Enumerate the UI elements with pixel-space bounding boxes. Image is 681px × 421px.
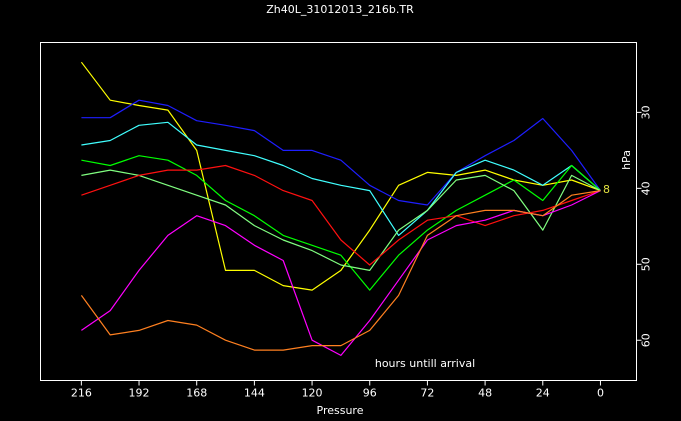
series-line — [81, 155, 601, 291]
series-line — [81, 190, 601, 356]
y-tick-label: 50 — [640, 257, 653, 271]
x-tick-label: 96 — [363, 387, 377, 400]
x-tick-label: 216 — [71, 387, 92, 400]
series-line — [80, 190, 601, 351]
x-tick-label: 192 — [129, 387, 150, 400]
series-line — [81, 164, 601, 266]
x-tick-label: 144 — [244, 387, 265, 400]
annotation: hours untill arrival — [375, 357, 475, 370]
plot-frame — [40, 42, 637, 381]
x-tick-label: 48 — [478, 387, 492, 400]
y-tick-label: 60 — [640, 333, 653, 347]
x-tick-label: 0 — [597, 387, 604, 400]
y-tick-label: 40 — [640, 181, 653, 195]
x-tick-label: 72 — [420, 387, 434, 400]
chart-title: Zh40L_31012013_216b.TR — [266, 3, 414, 16]
series-line — [81, 169, 601, 271]
x-tick-label: 120 — [302, 387, 323, 400]
x-tick-label: 24 — [536, 387, 550, 400]
x-tick-label: 168 — [186, 387, 207, 400]
y-axis-label: hPa — [620, 150, 633, 170]
end-label: 8 — [603, 183, 610, 196]
x-axis-label: Pressure — [317, 404, 364, 417]
series-line — [81, 99, 601, 206]
y-tick-label: 30 — [640, 105, 653, 119]
series-line — [81, 121, 601, 236]
